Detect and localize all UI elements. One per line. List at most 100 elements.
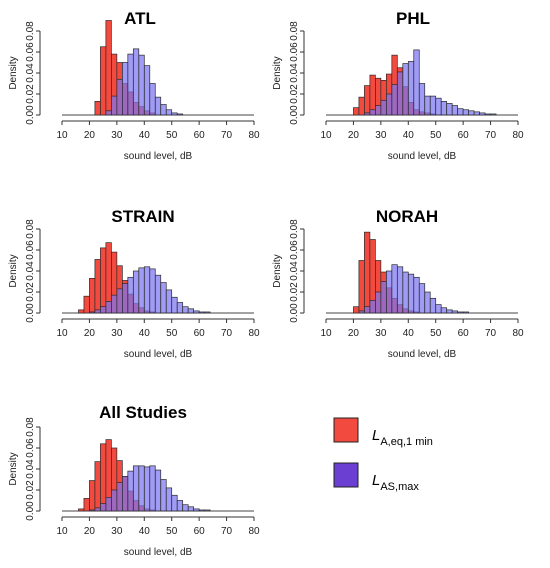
histogram-bar (364, 306, 371, 314)
histogram-bar (100, 443, 107, 512)
x-tick-label: 20 (84, 526, 96, 537)
x-tick-label: 10 (56, 526, 68, 537)
histogram-bar (94, 309, 101, 314)
histogram-bar (182, 306, 189, 314)
y-tick-label: 0.02 (25, 480, 36, 500)
x-tick-label: 50 (430, 328, 442, 339)
x-tick-label: 40 (139, 130, 151, 141)
y-tick-label: 0.06 (25, 240, 36, 260)
histogram-bar (116, 288, 123, 314)
x-tick-label: 10 (56, 130, 68, 141)
x-tick-label: 40 (403, 328, 415, 339)
histogram-bar (176, 113, 184, 116)
panel-title: All Studies (99, 403, 187, 422)
histogram-bar (375, 105, 382, 116)
histogram-bar (100, 46, 107, 116)
y-tick-label: 0.06 (289, 240, 300, 260)
histogram-bar (138, 465, 145, 512)
histogram-bar (435, 304, 442, 314)
x-tick-label: 70 (221, 130, 233, 141)
histogram-bar (143, 466, 151, 512)
y-tick-label: 0.00 (289, 303, 300, 323)
histogram-bar (100, 503, 107, 512)
histogram-bar (149, 268, 156, 314)
y-axis-label: Density (8, 254, 19, 287)
histogram-bar (451, 310, 459, 314)
histogram-bar (364, 85, 371, 116)
histogram-bar (358, 260, 365, 314)
histogram-bar (111, 294, 118, 314)
x-tick-label: 50 (166, 130, 178, 141)
histogram-bar (451, 105, 459, 116)
x-tick-label: 40 (139, 328, 151, 339)
histogram-bar (358, 96, 365, 116)
x-tick-label: 70 (485, 328, 497, 339)
histogram-bar (479, 112, 486, 116)
histogram-bar (171, 112, 178, 116)
histogram-bar (121, 283, 129, 314)
x-tick-label: 70 (221, 328, 233, 339)
histogram-bar (204, 311, 211, 314)
x-tick-label: 80 (248, 328, 260, 339)
histogram-bar (429, 297, 437, 314)
x-tick-label: 70 (485, 130, 497, 141)
histogram-bar (413, 49, 420, 116)
y-tick-label: 0.04 (25, 459, 36, 479)
histogram-bar (78, 508, 85, 512)
y-tick-label: 0.02 (289, 84, 300, 104)
x-tick-label: 30 (111, 526, 123, 537)
histogram-bar (160, 479, 167, 512)
y-tick-label: 0.04 (25, 261, 36, 281)
histogram-bar (111, 95, 118, 116)
y-axis-label: Density (272, 56, 283, 89)
x-tick-label: 40 (139, 526, 151, 537)
histogram-bar (391, 264, 398, 314)
histogram-bar (83, 498, 90, 512)
histogram-panel-5: All Studies 10 20 30 40 50 60 70 80 sound level, … (8, 403, 260, 558)
histogram-bar (369, 109, 376, 116)
histogram-bar (440, 307, 448, 314)
histogram-bar (176, 500, 184, 512)
histogram-bar (94, 100, 101, 116)
x-axis-label: sound level, dB (124, 151, 193, 162)
histogram-bar (402, 271, 409, 314)
histogram-bar (385, 93, 393, 116)
histogram-bar (446, 103, 453, 116)
histogram-bar (353, 107, 360, 116)
histogram-bar (473, 111, 480, 116)
x-tick-label: 30 (375, 328, 387, 339)
histogram-bar (165, 109, 173, 116)
histogram-bar (154, 469, 162, 512)
series-lasmax (105, 48, 184, 116)
x-tick-label: 80 (512, 130, 524, 141)
histogram-bar (391, 84, 398, 116)
histogram-bar (171, 494, 178, 512)
legend-label-subscript: A,eq,1 min (380, 436, 433, 448)
histogram-bar (89, 509, 96, 512)
histogram-bar (462, 109, 469, 116)
series-lasmax (89, 465, 211, 512)
legend-label-main: L (372, 427, 380, 444)
x-tick-label: 60 (194, 526, 206, 537)
histogram-bar (160, 282, 167, 314)
y-axis-label: Density (8, 452, 19, 485)
legend-swatch (333, 462, 359, 488)
x-axis-label: sound level, dB (124, 349, 193, 360)
x-tick-label: 10 (56, 328, 68, 339)
y-tick-label: 0.08 (25, 417, 36, 437)
histogram-bar (160, 104, 167, 116)
histogram-bar (484, 113, 491, 116)
histogram-bar (187, 308, 195, 314)
x-tick-label: 60 (458, 130, 470, 141)
y-tick-label: 0.00 (25, 303, 36, 323)
y-axis-label: Density (272, 254, 283, 287)
histogram-bar (435, 97, 442, 116)
x-tick-label: 30 (111, 328, 123, 339)
histogram-bar (380, 99, 387, 116)
series-lasmax (89, 266, 211, 314)
x-axis-label: sound level, dB (388, 349, 457, 360)
histogram-bar (132, 48, 140, 116)
histogram-bar (105, 497, 112, 512)
